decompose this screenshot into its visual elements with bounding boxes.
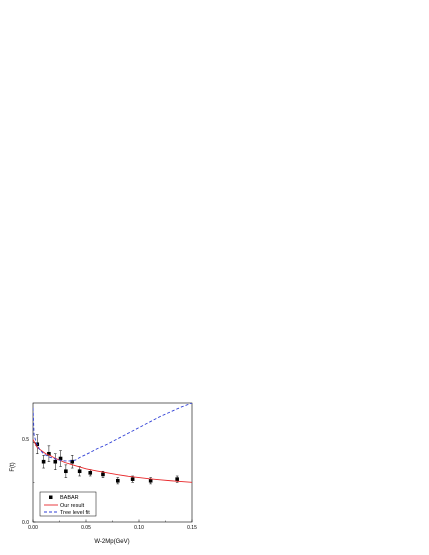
data-point-11	[130, 477, 135, 481]
x-tick-label-2: 0.10	[134, 525, 144, 531]
y-tick-label-1: 0.5	[22, 437, 29, 443]
data-point-3	[53, 459, 58, 464]
axes-text-group: 0.00 0.05 0.10 0.15 0.0 0.5 W-2Mp(GeV) F…	[10, 437, 197, 545]
y-tick-label-0: 0.0	[22, 520, 29, 526]
data-point-13	[175, 477, 179, 481]
data-point-4	[58, 456, 63, 461]
legend-box	[39, 491, 97, 517]
data-point-9	[101, 472, 105, 477]
data-point-6	[70, 459, 75, 464]
x-axis-label: W-2Mp(GeV)	[94, 539, 129, 545]
x-tick-label-1: 0.05	[81, 525, 91, 531]
data-point-8	[88, 471, 93, 475]
data-point-7	[77, 469, 82, 474]
legend-label-babar: BABAR	[60, 495, 79, 501]
legend: BABAR Our result Tree level fit	[39, 491, 97, 517]
legend-label-our-result: Our result	[60, 503, 85, 509]
data-point-5	[64, 469, 68, 474]
legend-marker-babar	[49, 495, 53, 499]
x-tick-label-0: 0.00	[28, 525, 38, 531]
data-point-10	[116, 478, 120, 483]
series-group	[33, 403, 192, 485]
series-line-our-result	[33, 439, 192, 483]
y-axis-label: F(t)	[10, 462, 16, 471]
data-point-1	[41, 459, 46, 464]
series-line-tree-level-fit	[33, 403, 192, 462]
data-point-2	[47, 451, 51, 456]
x-tick-label-3: 0.15	[187, 525, 197, 531]
legend-label-tree-level: Tree level fit	[60, 510, 90, 516]
data-point-12	[148, 478, 153, 483]
